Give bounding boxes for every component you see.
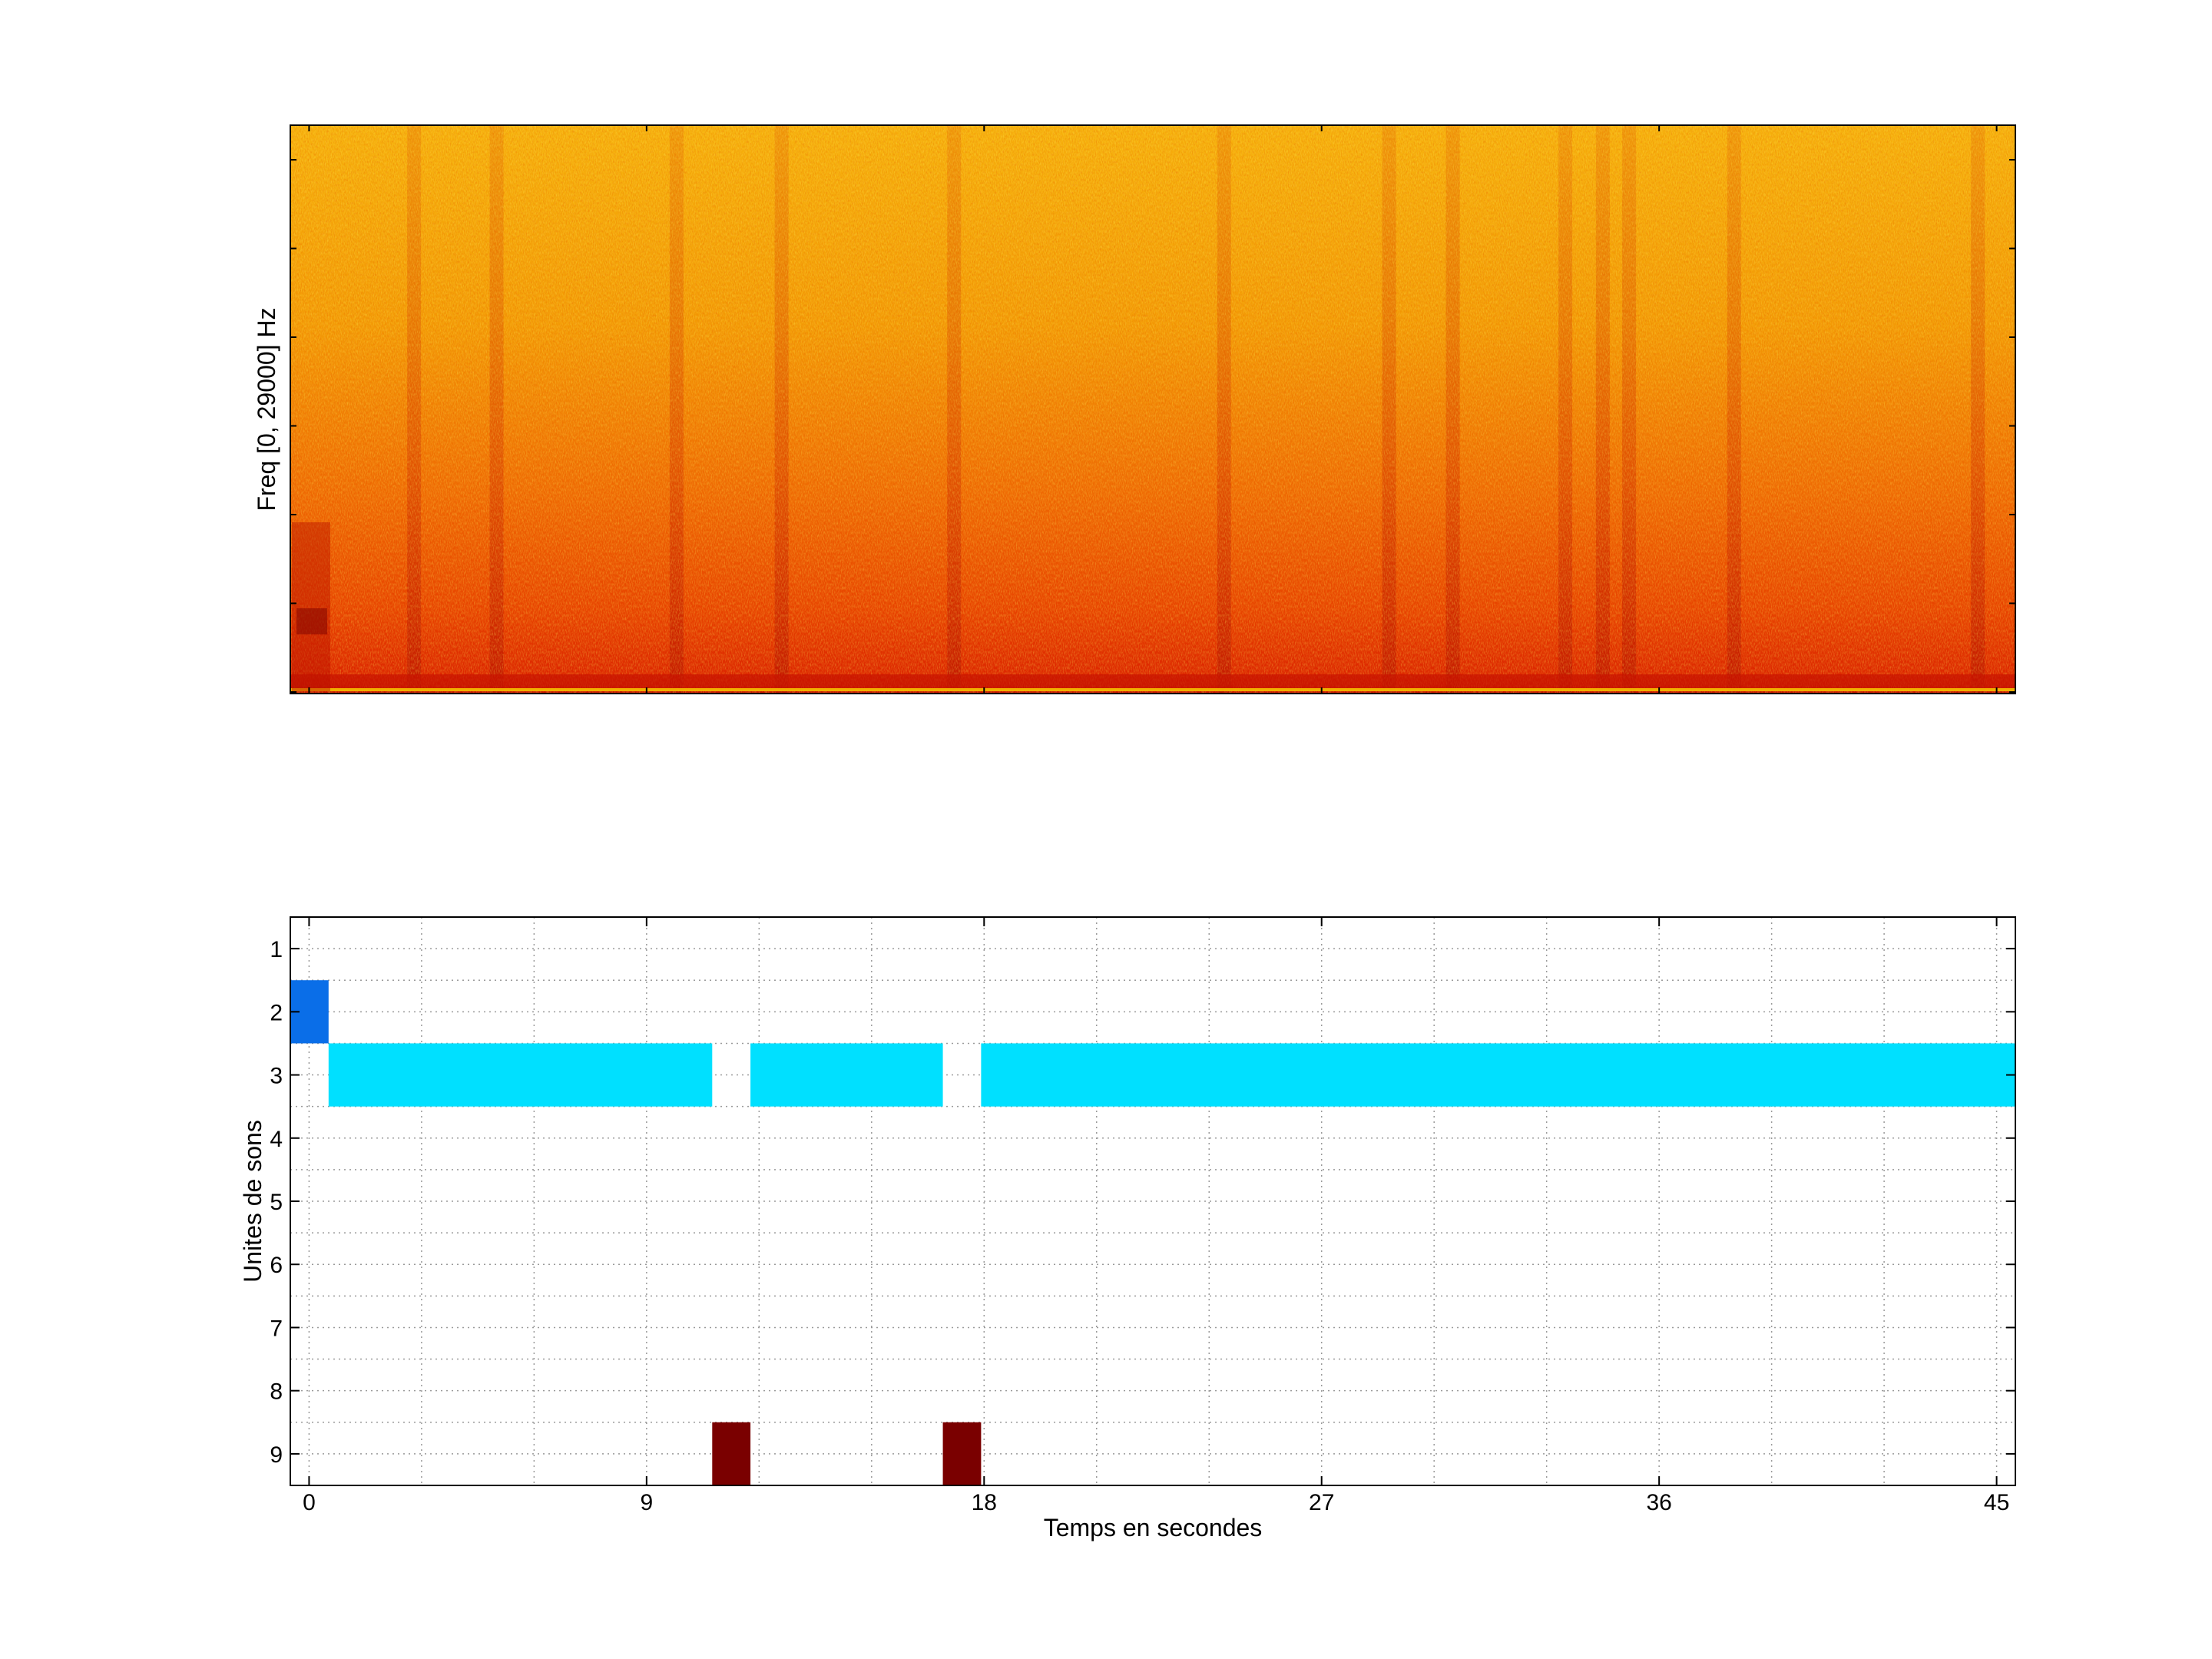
y-tick-label-8: 9 <box>270 1442 283 1468</box>
x-tick-label-2: 18 <box>972 1490 997 1515</box>
x-tick-label-4: 36 <box>1646 1490 1671 1515</box>
spectrogram-frame <box>290 124 2016 694</box>
y-tick-labels: 1 2 3 4 5 6 7 8 9 <box>270 937 283 1468</box>
spectrogram-onset-dark <box>296 608 327 634</box>
spectrogram-y-label: Freq [0, 29000] Hz <box>253 307 280 511</box>
spectrogram-onset-patch <box>292 522 330 691</box>
x-tick-label-5: 45 <box>1984 1490 2009 1515</box>
spectrogram-panel: Freq [0, 29000] Hz <box>253 124 2016 694</box>
units-y-label: Unites de sons <box>239 1120 267 1283</box>
spectrogram-noise-dark <box>290 125 2015 694</box>
segment-unit-3-1 <box>328 1043 713 1107</box>
units-plot-area <box>290 917 2015 1485</box>
units-ticks <box>290 917 2015 1485</box>
units-segments <box>290 980 2015 1485</box>
spectrogram-ticks <box>290 125 2015 694</box>
y-tick-label-7: 8 <box>270 1379 283 1405</box>
segment-unit-3-2 <box>750 1043 943 1107</box>
x-tick-label-0: 0 <box>303 1490 316 1515</box>
spectrogram-floor-line <box>290 688 2015 691</box>
y-tick-label-2: 3 <box>270 1064 283 1089</box>
y-tick-label-5: 6 <box>270 1253 283 1278</box>
segment-unit-9-5 <box>942 1422 982 1485</box>
y-tick-label-3: 4 <box>270 1127 283 1152</box>
y-tick-label-1: 2 <box>270 1000 283 1025</box>
y-tick-label-0: 1 <box>270 937 283 962</box>
y-tick-label-4: 5 <box>270 1190 283 1215</box>
x-tick-label-3: 27 <box>1309 1490 1334 1515</box>
segment-unit-9-4 <box>712 1422 751 1485</box>
units-x-label: Temps en secondes <box>1044 1514 1263 1541</box>
segment-unit-3-3 <box>981 1043 2015 1107</box>
units-grid <box>290 917 2015 1485</box>
spectrogram-low-band <box>290 674 2015 690</box>
y-tick-label-6: 7 <box>270 1316 283 1341</box>
x-tick-label-1: 9 <box>641 1490 654 1515</box>
x-tick-labels: 0 9 18 27 36 45 <box>303 1490 2009 1515</box>
